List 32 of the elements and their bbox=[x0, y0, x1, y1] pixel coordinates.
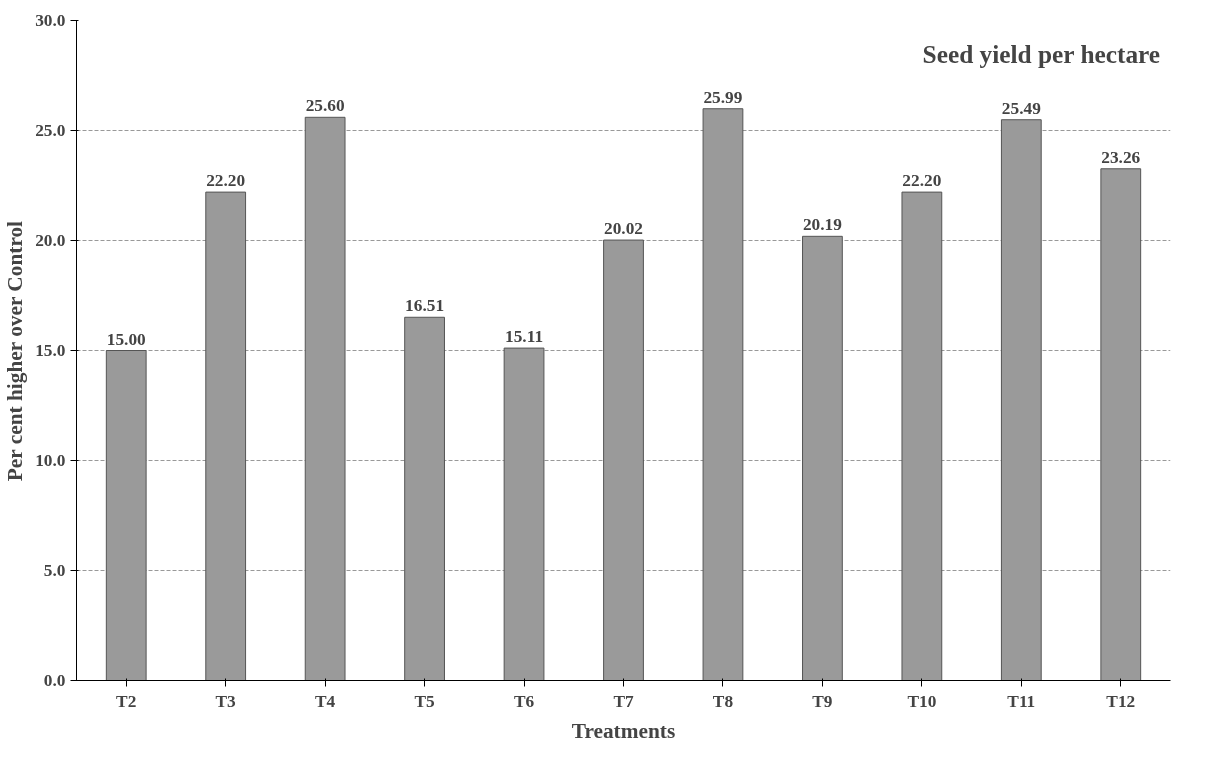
data-label: 15.11 bbox=[505, 327, 544, 347]
data-label: 25.49 bbox=[1001, 98, 1042, 118]
data-label: 20.02 bbox=[604, 219, 644, 239]
x-tick-label: T10 bbox=[907, 691, 937, 711]
data-label: 16.51 bbox=[405, 296, 445, 316]
data-label: 22.20 bbox=[206, 171, 246, 191]
x-tick-label: T6 bbox=[513, 691, 535, 711]
y-tick-label: 30.0 bbox=[35, 11, 66, 30]
x-tick-label: T3 bbox=[215, 691, 237, 711]
x-tick-label: T11 bbox=[1007, 691, 1036, 711]
data-label: 22.20 bbox=[902, 171, 942, 191]
y-tick-label: 15.0 bbox=[35, 341, 66, 360]
x-tick-label: T12 bbox=[1106, 691, 1136, 711]
x-tick-label: T4 bbox=[315, 691, 336, 711]
y-tick-label: 20.0 bbox=[35, 231, 66, 250]
y-tick-label: 5.0 bbox=[43, 561, 66, 580]
x-axis-title: Treatments bbox=[571, 718, 676, 743]
x-tick-label: T8 bbox=[712, 691, 734, 711]
data-label: 15.00 bbox=[106, 329, 146, 349]
data-label: 20.19 bbox=[802, 215, 843, 235]
y-tick-label: 25.0 bbox=[35, 121, 66, 140]
data-label: 25.99 bbox=[703, 87, 743, 107]
data-label: 25.60 bbox=[305, 96, 345, 116]
x-tick-label: T5 bbox=[414, 691, 436, 711]
x-tick-label: T7 bbox=[613, 691, 634, 711]
y-tick-label: 10.0 bbox=[35, 451, 66, 470]
data-label: 23.26 bbox=[1101, 147, 1141, 167]
text: Seed yield per hectare bbox=[922, 40, 1161, 69]
x-tick-label: T2 bbox=[116, 691, 137, 711]
x-tick-label: T9 bbox=[812, 691, 833, 711]
y-axis-title: Per cent higher over Control bbox=[3, 220, 28, 482]
y-tick-label: 0.0 bbox=[43, 671, 66, 690]
